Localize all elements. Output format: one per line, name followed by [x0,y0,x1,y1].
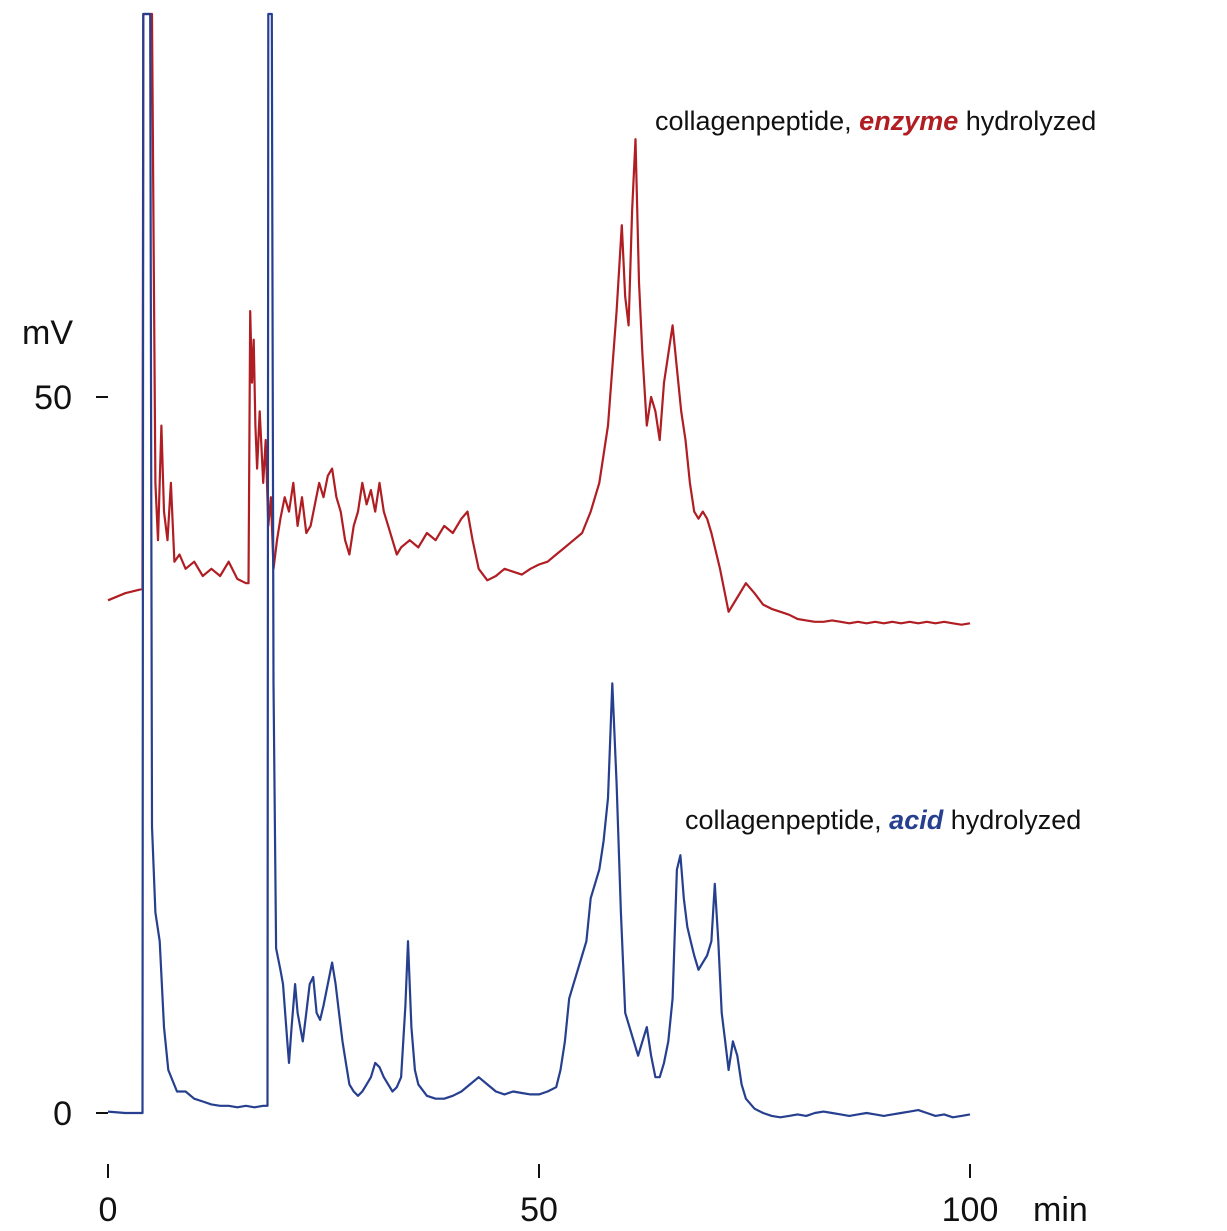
series-line-acid [107,12,971,1119]
annotations: collagenpeptide, enzyme hydrolyzedcollag… [655,106,1096,835]
series-annotation-enzyme: collagenpeptide, enzyme hydrolyzed [655,106,1096,136]
annotation-suffix: hydrolyzed [958,106,1096,136]
y-axis: 0 50 [34,379,108,1133]
x-tick-label: 50 [520,1191,558,1229]
x-tick-label: 0 [99,1191,118,1229]
x-axis-unit-label: min [1033,1191,1088,1229]
x-tick-label: 100 [942,1191,999,1229]
y-tick-label: 0 [53,1095,72,1133]
y-axis-unit-label: mV [22,314,73,352]
annotation-prefix: collagenpeptide, [655,106,859,136]
series-annotation-acid: collagenpeptide, acid hydrolyzed [685,805,1081,835]
annotation-suffix: hydrolyzed [943,805,1081,835]
series-line-enzyme [107,12,971,626]
y-tick-label: 50 [34,379,72,417]
series-layer [107,12,971,1119]
x-axis: 0 50 100 [99,1164,999,1229]
annotation-emphasis: acid [889,805,944,835]
annotation-emphasis: enzyme [859,106,958,136]
annotation-prefix: collagenpeptide, [685,805,889,835]
